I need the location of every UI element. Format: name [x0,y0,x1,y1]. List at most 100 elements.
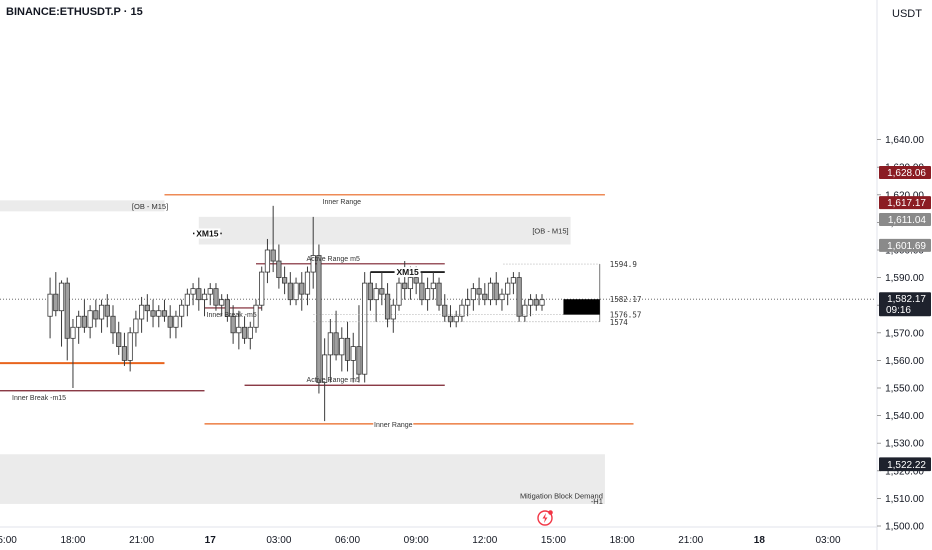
inner-range-bottom-label: Inner Range [374,422,413,429]
projection-label: 1576.57 [610,311,642,320]
active-range-top-label: Active Range m5 [307,256,360,263]
price-tick-label: 1,520.00 [885,466,924,477]
candle-body [356,346,362,375]
candle [201,288,208,317]
price-tick-label: 1,620.00 [885,190,924,201]
candle [70,319,76,388]
price-1601-text: 1,601.69 [887,241,926,252]
candle-body [167,315,173,328]
candle-body [76,315,82,328]
candle [53,272,59,317]
candle-body [436,282,442,306]
alert-icon[interactable] [536,509,554,527]
symbol-title[interactable]: BINANCE:ETHUSDT.P · 15 [6,6,143,18]
candle [133,310,139,347]
candle [367,272,374,311]
price-1611-text: 1,611.04 [888,215,927,226]
candle [93,299,99,328]
inner-range-bottom-label-bg [373,418,414,428]
candle-body [138,304,145,320]
inner-break-m5-label: Inner Break -m5 [207,312,257,319]
price-axis[interactable]: 1,500.00 1,510.00 1,520.00 1,530.00 1,540.00… [876,0,931,550]
candle-body [133,318,139,334]
price-tick-label: 1,570.00 [885,328,924,339]
candle-body [253,304,259,328]
candle-body [116,332,122,347]
candle-body [424,288,431,301]
candle-body [179,304,185,317]
active-range-bottom-label: Active Range m5 [307,377,360,384]
candle [161,299,168,322]
candle-body [104,304,110,317]
candle-body [533,299,539,306]
candle [333,310,339,361]
candle-body [367,282,374,301]
candle [419,272,425,306]
candle-body [236,326,242,334]
price-1601: 1,601.69 [879,238,931,252]
candle [487,277,494,306]
candle-body [207,288,213,295]
candle-body [407,277,414,290]
candle [424,277,431,311]
candle-body [190,288,196,295]
candle-body [87,310,93,328]
candle-body [316,255,322,383]
candle-body [281,277,288,284]
candle-body [339,337,345,356]
candle [373,283,379,322]
time-tick-label: 03:00 [266,535,291,546]
candle-body [327,332,333,356]
time-axis[interactable]: 15:00 18:00 21:00 17 03:00 06:00 09:00 12:00 15:… [0,526,877,546]
candle-body [201,293,208,301]
candle-body [396,282,402,306]
candle [344,321,351,372]
price-1628: 1,628.06 [879,166,931,180]
projection-label: 1574 [610,318,629,327]
candle [447,305,454,328]
candle [76,310,82,344]
candle-body [362,282,368,375]
candle-body [453,315,459,323]
candle-body [493,282,499,301]
candle [190,283,196,306]
candle-body [47,293,53,317]
candle [104,294,110,328]
candle-body [150,310,156,317]
price-tick-label: 1,510.00 [885,494,924,505]
candle-body [510,277,517,284]
currency-label[interactable]: USDT [892,8,922,20]
candle [184,288,190,317]
candle [396,277,402,311]
candle-body [264,249,271,273]
candle [213,283,219,311]
candle-body [121,346,128,361]
price-1617-text: 1,617.17 [887,198,926,209]
candle [127,327,133,372]
candle-body [419,282,425,301]
time-tick-label: 03:00 [815,535,840,546]
candle-body [470,288,476,301]
candle-body [442,304,448,317]
price-1522-22: 1,522.22 [879,458,931,472]
candle [121,332,128,366]
candle-body [499,293,505,301]
candle [304,266,311,306]
candle [144,294,150,322]
candle [299,272,305,311]
candle [499,288,505,311]
candle [173,310,179,339]
candle-body [322,354,328,383]
candle [98,299,105,333]
candle-body [81,315,87,328]
candle-body [98,304,105,320]
candle-body [522,304,528,317]
candle [384,283,391,328]
candle [465,288,471,317]
candle-body [247,326,253,339]
candle [156,305,162,328]
price-tick-label: 1,550.00 [885,384,924,395]
candle [482,283,488,306]
candle [339,327,345,372]
